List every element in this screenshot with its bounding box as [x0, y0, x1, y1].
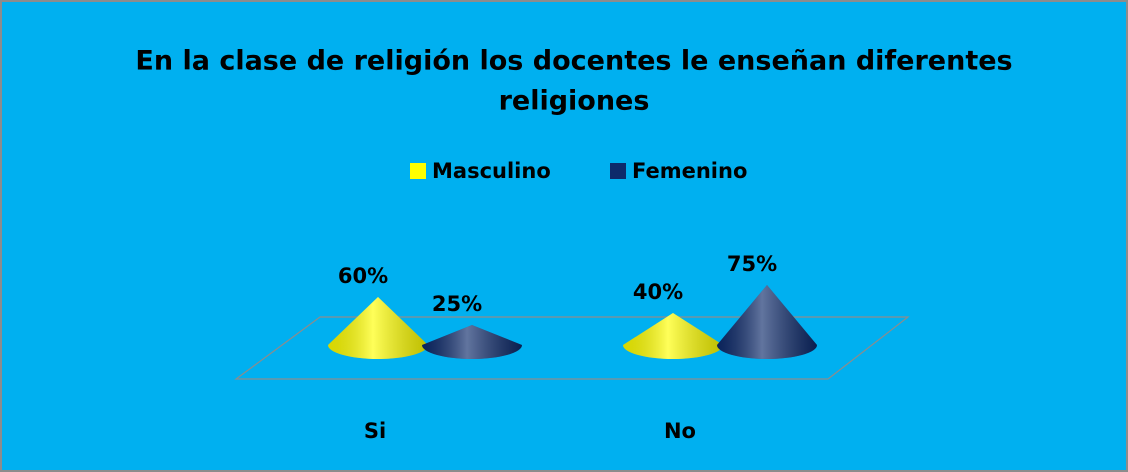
cone-shade	[328, 297, 428, 359]
chart-title: religiones	[499, 86, 650, 117]
x-tick-label: Si	[364, 419, 386, 443]
cone-shade	[422, 325, 522, 359]
chart-title: En la clase de religión los docentes le …	[135, 46, 1012, 77]
legend-swatch	[610, 163, 626, 179]
x-tick-label: No	[664, 419, 696, 443]
legend-label: Femenino	[632, 159, 747, 183]
cone-shade	[717, 285, 817, 359]
data-label: 75%	[727, 252, 777, 276]
data-label: 25%	[432, 292, 482, 316]
legend-swatch	[410, 163, 426, 179]
data-label: 60%	[338, 264, 388, 288]
floor	[234, 316, 910, 380]
cone-shade	[623, 313, 723, 359]
data-label: 40%	[633, 280, 683, 304]
legend-label: Masculino	[432, 159, 551, 183]
